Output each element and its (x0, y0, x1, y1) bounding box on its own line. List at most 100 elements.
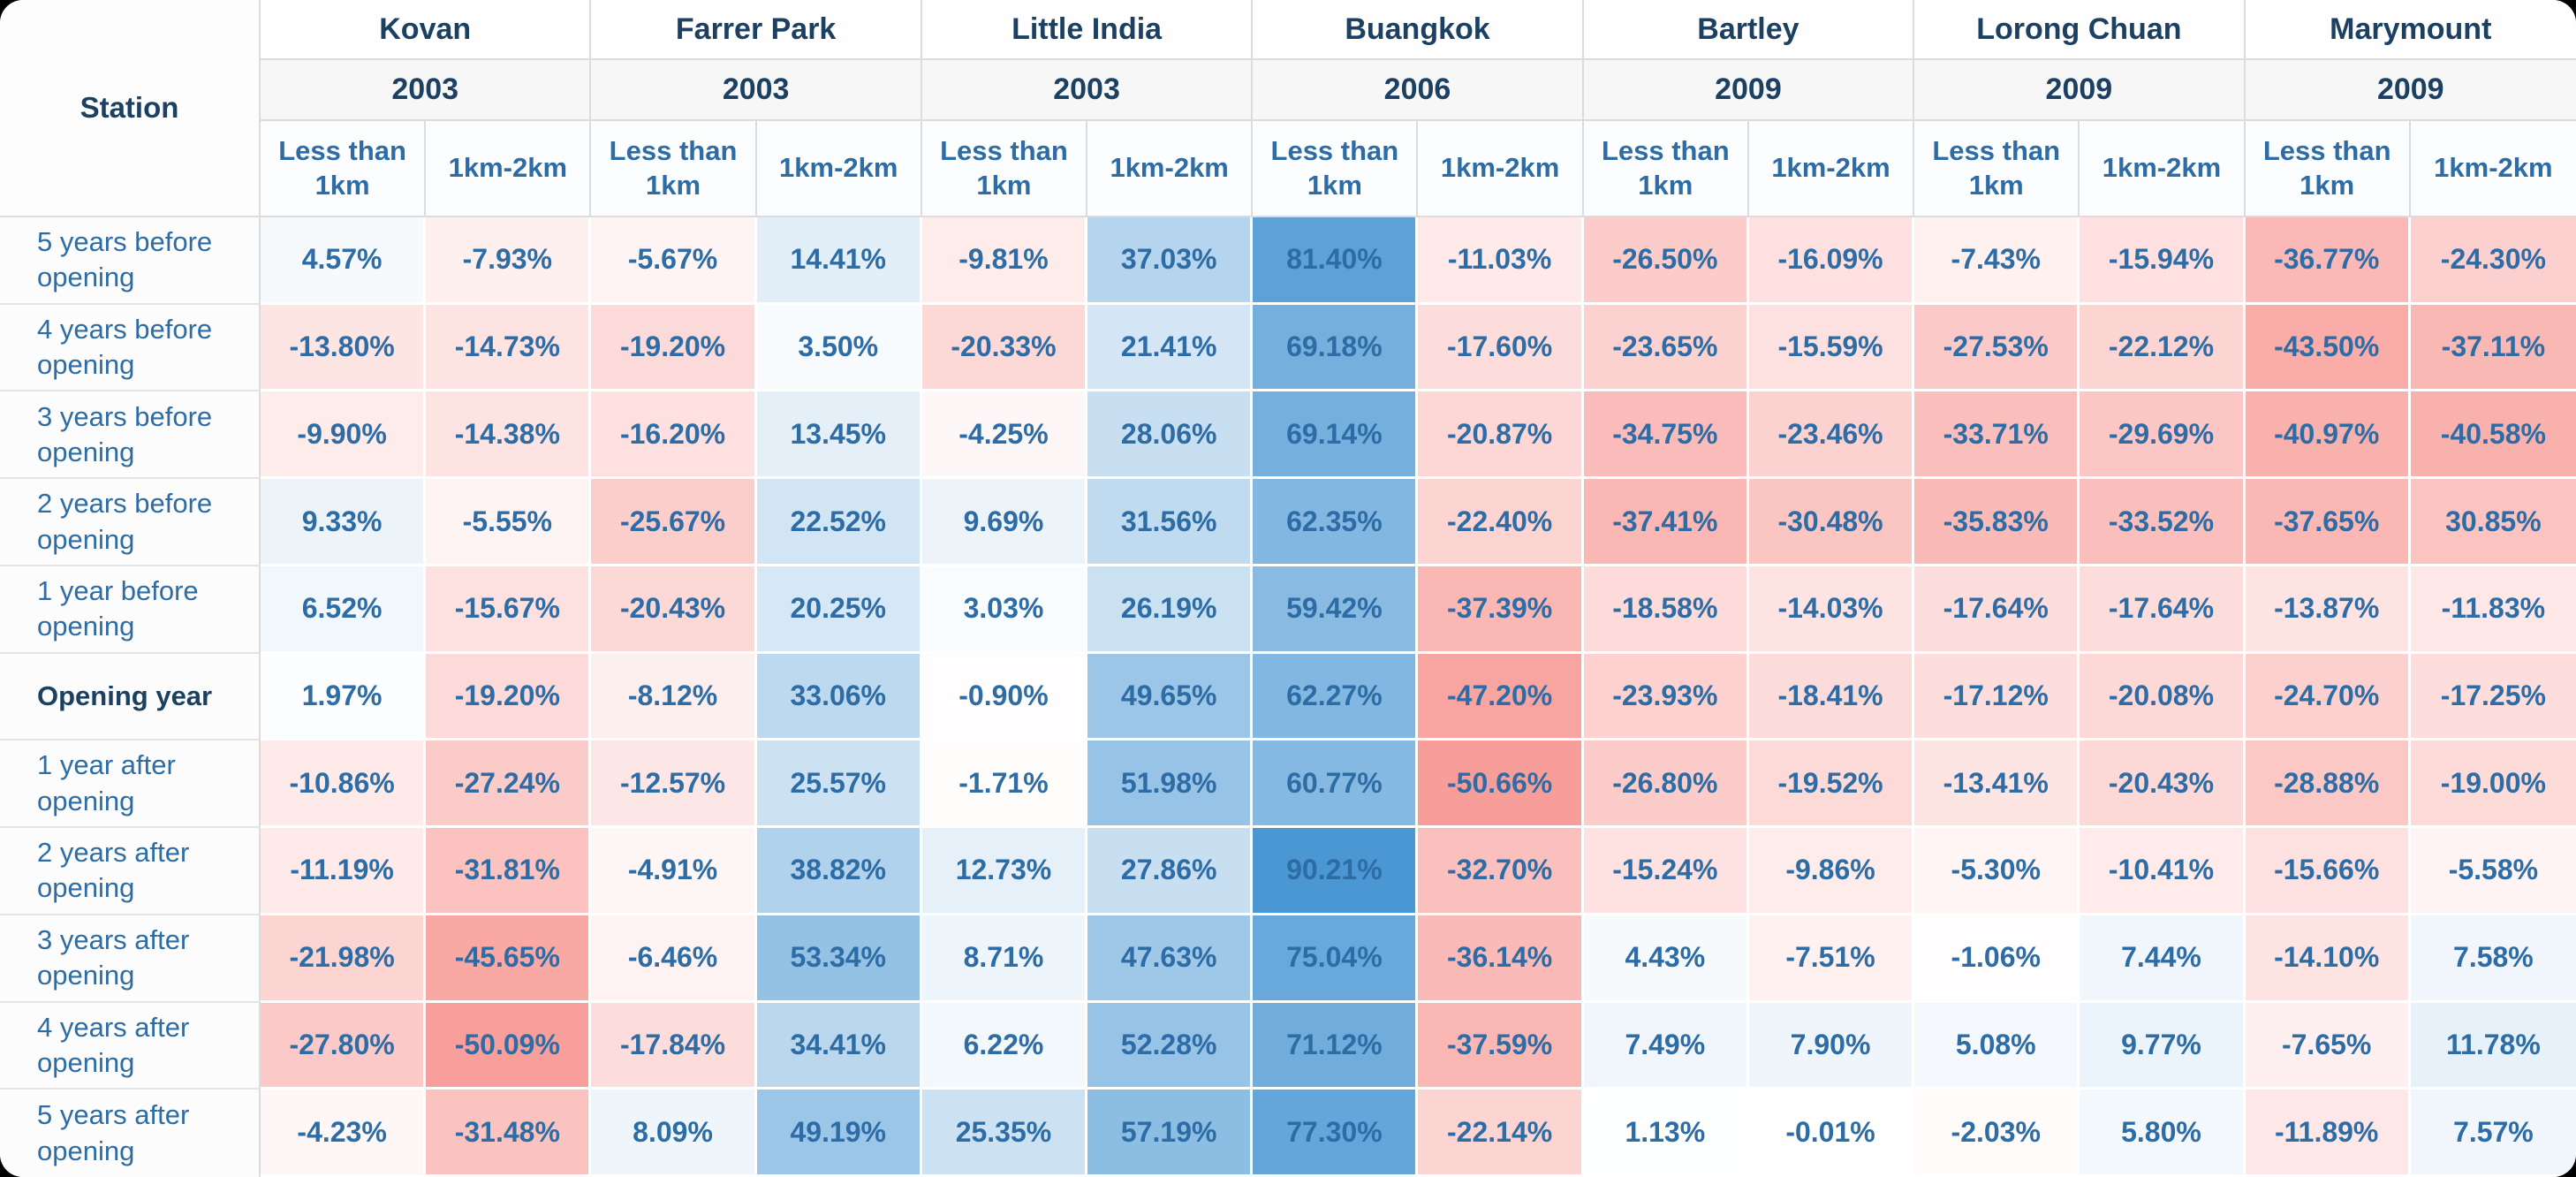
value-cell: -47.20% (1418, 653, 1584, 741)
value-cell: -28.88% (2245, 740, 2411, 829)
value-cell: -7.43% (1914, 217, 2080, 305)
value-cell: -0.90% (921, 653, 1088, 741)
value-cell: 52.28% (1087, 1002, 1254, 1090)
row-label: 5 years after opening (0, 1090, 261, 1177)
value-cell: -5.58% (2410, 828, 2576, 915)
value-cell: 31.56% (1087, 479, 1254, 566)
value-cell: -8.12% (591, 653, 757, 741)
value-cell: 20.25% (756, 566, 922, 654)
station-name: Buangkok (1253, 0, 1584, 60)
value-cell: 25.57% (756, 740, 922, 829)
value-cell: -31.48% (426, 1090, 592, 1177)
value-cell: -29.69% (2080, 391, 2246, 480)
year-label: 2006 (1253, 60, 1584, 121)
value-cell: -11.83% (2410, 566, 2576, 654)
row-label: 2 years before opening (0, 479, 261, 566)
station-name: Marymount (2245, 0, 2576, 60)
value-cell: 6.52% (261, 566, 427, 654)
value-cell: -5.67% (591, 217, 757, 305)
value-cell: 11.78% (2410, 1002, 2576, 1090)
value-cell: 75.04% (1253, 915, 1419, 1003)
value-cell: -36.77% (2245, 217, 2411, 305)
value-cell: 3.03% (921, 566, 1088, 654)
year-label: 2009 (2245, 60, 2576, 121)
value-cell: 5.80% (2080, 1090, 2246, 1177)
value-cell: -27.53% (1914, 304, 2080, 392)
value-cell: 3.50% (756, 304, 922, 392)
value-cell: -37.11% (2410, 304, 2576, 392)
value-cell: -37.59% (1418, 1002, 1584, 1090)
distance-band-header: Less than 1km (1583, 121, 1749, 217)
distance-band-label: Less than 1km (1601, 134, 1730, 201)
distance-band-header: Less than 1km (2245, 121, 2411, 217)
value-cell: -13.80% (261, 304, 427, 392)
distance-band-header: Less than 1km (921, 121, 1088, 217)
value-cell: -19.52% (1748, 740, 1915, 829)
value-cell: -36.14% (1418, 915, 1584, 1003)
value-cell: 26.19% (1087, 566, 1254, 654)
value-cell: -43.50% (2245, 304, 2411, 392)
value-cell: -11.89% (2245, 1090, 2411, 1177)
value-cell: 7.44% (2080, 915, 2246, 1003)
value-cell: -30.48% (1748, 479, 1915, 566)
value-cell: -0.01% (1748, 1090, 1915, 1177)
distance-band-header: 1km-2km (1087, 121, 1254, 217)
value-cell: 60.77% (1253, 740, 1419, 829)
value-cell: 53.34% (756, 915, 922, 1003)
value-cell: -22.12% (2080, 304, 2246, 392)
station-column-header: Station (0, 0, 261, 217)
distance-band-label: 1km-2km (2102, 152, 2222, 184)
value-cell: 34.41% (756, 1002, 922, 1090)
value-cell: 90.21% (1253, 828, 1419, 915)
station-name: Kovan (261, 0, 592, 60)
value-cell: -23.65% (1583, 304, 1749, 392)
distance-band-header: 1km-2km (756, 121, 922, 217)
value-cell: -33.52% (2080, 479, 2246, 566)
value-cell: 49.19% (756, 1090, 922, 1177)
value-cell: 37.03% (1087, 217, 1254, 305)
value-cell: -35.83% (1914, 479, 2080, 566)
distance-band-header: 1km-2km (1748, 121, 1915, 217)
value-cell: 30.85% (2410, 479, 2576, 566)
distance-band-header: 1km-2km (1418, 121, 1584, 217)
value-cell: -19.00% (2410, 740, 2576, 829)
row-label: 4 years before opening (0, 304, 261, 392)
value-cell: -20.43% (2080, 740, 2246, 829)
value-cell: -18.41% (1748, 653, 1915, 741)
value-cell: -11.19% (261, 828, 427, 915)
row-label: 4 years after opening (0, 1002, 261, 1090)
value-cell: -24.30% (2410, 217, 2576, 305)
value-cell: -15.67% (426, 566, 592, 654)
value-cell: -23.46% (1748, 391, 1915, 480)
value-cell: -4.91% (591, 828, 757, 915)
value-cell: -26.50% (1583, 217, 1749, 305)
distance-band-label: Less than 1km (2262, 134, 2391, 201)
value-cell: -26.80% (1583, 740, 1749, 829)
value-cell: -19.20% (591, 304, 757, 392)
value-cell: -34.75% (1583, 391, 1749, 480)
value-cell: 9.69% (921, 479, 1088, 566)
distance-band-label: 1km-2km (2434, 152, 2553, 184)
value-cell: 47.63% (1087, 915, 1254, 1003)
value-cell: -19.20% (426, 653, 592, 741)
distance-band-label: Less than 1km (1932, 134, 2061, 201)
value-cell: 51.98% (1087, 740, 1254, 829)
year-label: 2003 (261, 60, 592, 121)
value-cell: -40.97% (2245, 391, 2411, 480)
value-cell: 6.22% (921, 1002, 1088, 1090)
year-label: 2009 (1914, 60, 2246, 121)
value-cell: 7.58% (2410, 915, 2576, 1003)
value-cell: 69.14% (1253, 391, 1419, 480)
value-cell: -17.12% (1914, 653, 2080, 741)
value-cell: -22.14% (1418, 1090, 1584, 1177)
value-cell: -9.81% (921, 217, 1088, 305)
value-cell: -13.87% (2245, 566, 2411, 654)
value-cell: -14.03% (1748, 566, 1915, 654)
value-cell: -7.65% (2245, 1002, 2411, 1090)
value-cell: 8.71% (921, 915, 1088, 1003)
value-cell: 7.49% (1583, 1002, 1749, 1090)
value-cell: -20.43% (591, 566, 757, 654)
value-cell: -15.24% (1583, 828, 1749, 915)
value-cell: -31.81% (426, 828, 592, 915)
distance-band-label: 1km-2km (1440, 152, 1560, 184)
